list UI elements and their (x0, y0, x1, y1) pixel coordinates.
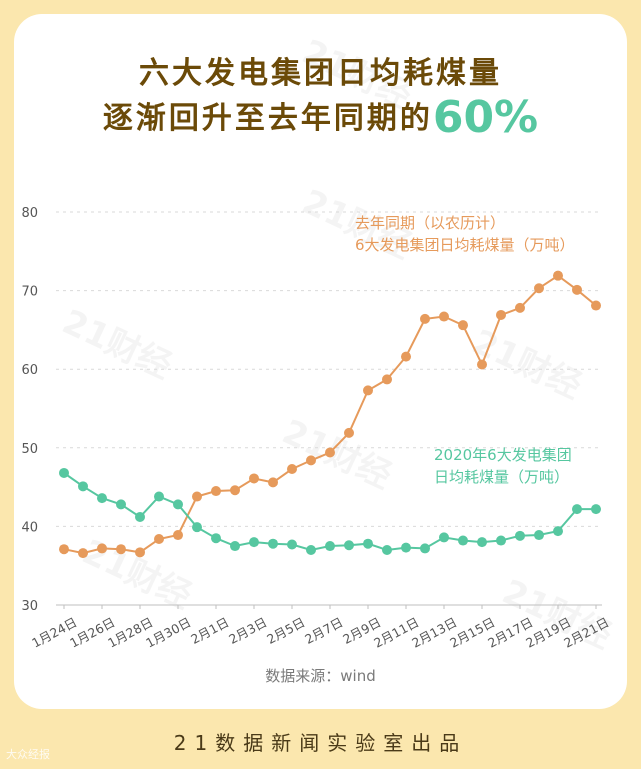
x-tick-label: 2月7日 (302, 614, 345, 646)
watermark: 21财经 (276, 412, 397, 497)
series-2020-point (496, 535, 506, 546)
series-lastyear-point (458, 320, 468, 331)
series-labels: 去年同期（以农历计） 6大发电集团日均耗煤量（万吨） 2020年6大发电集团日均耗煤… (355, 214, 575, 486)
series-lastyear-point (515, 302, 525, 313)
series-points (59, 270, 601, 559)
series-2020-point (572, 504, 582, 515)
series-2020-point (287, 539, 297, 550)
series-lastyear-point (97, 543, 107, 554)
series-2020-point (173, 499, 183, 510)
chart-card (14, 14, 627, 709)
series-lastyear-point (249, 473, 259, 484)
series-2020-point (59, 467, 69, 478)
x-tick-label: 2月5日 (264, 614, 307, 646)
y-tick-label: 60 (21, 363, 38, 378)
series-lastyear-point (439, 311, 449, 322)
x-axis: 1月24日1月26日1月28日1月30日2月1日2月3日2月5日2月7日2月9日… (29, 605, 611, 651)
y-tick-label: 50 (21, 442, 38, 457)
series-lastyear-label: 6大发电集团日均耗煤量（万吨） (355, 236, 575, 254)
watermark: 21财经 (56, 302, 177, 387)
y-tick-label: 70 (21, 285, 38, 300)
data-source: 数据来源：wind (265, 667, 376, 685)
series-2020-point (97, 493, 107, 504)
series-2020-point (230, 541, 240, 552)
series-lastyear-point (534, 283, 544, 294)
series-2020-point (78, 481, 88, 492)
series-2020-point (439, 532, 449, 543)
series-2020-label: 日均耗煤量（万吨） (434, 468, 569, 486)
series-2020-label: 2020年6大发电集团 (434, 446, 572, 464)
series-2020-point (420, 543, 430, 554)
series-2020-point (515, 530, 525, 541)
series-2020-point (534, 530, 544, 541)
series-2020-point (477, 537, 487, 548)
series-lastyear-point (116, 544, 126, 555)
series-2020-point (382, 544, 392, 555)
series-lastyear-point (230, 485, 240, 496)
series-lastyear-point (306, 455, 316, 466)
watermark: 21财经 (496, 572, 617, 657)
y-tick-label: 80 (21, 206, 38, 221)
series-2020-point (306, 544, 316, 555)
y-tick-label: 30 (21, 599, 38, 614)
series-lastyear-point (59, 544, 69, 555)
series-2020-point (268, 538, 278, 549)
x-tick-label: 2月1日 (188, 614, 231, 646)
series-lastyear-point (211, 486, 221, 497)
corner-watermark: 大众经报 (6, 748, 50, 761)
series-lastyear-point (192, 491, 202, 502)
series-lastyear-point (363, 385, 373, 396)
series-2020-point (591, 504, 601, 515)
y-axis: 30 40 50 60 70 80 (21, 206, 38, 614)
series-2020-point (363, 538, 373, 549)
series-lastyear-point (135, 547, 145, 558)
series-2020-point (344, 540, 354, 551)
series-2020-point (116, 499, 126, 510)
series-lastyear-point (344, 427, 354, 438)
series-lines (63, 274, 597, 555)
series-lastyear-point (591, 300, 601, 311)
series-lastyear-point (553, 270, 563, 281)
series-lastyear-point (420, 313, 430, 324)
chart-title-line1: 六大发电集团日均耗煤量 (139, 56, 502, 91)
series-lastyear-point (401, 351, 411, 362)
series-2020-point (192, 522, 202, 533)
title-highlight: 60% (432, 92, 539, 143)
series-lastyear-point (154, 533, 164, 544)
x-tick-label: 2月3日 (226, 614, 269, 646)
title-prefix: 逐渐回升至去年同期的 (102, 101, 433, 136)
series-lastyear-point (382, 374, 392, 385)
chart-title-line2: 逐渐回升至去年同期的60% (0, 92, 641, 143)
series-2020-point (249, 537, 259, 548)
series-2020-point (211, 533, 221, 544)
watermark: 21财经 (76, 532, 197, 617)
series-lastyear-label: 去年同期（以农历计） (355, 214, 505, 232)
series-2020-point (401, 542, 411, 553)
series-lastyear-point (268, 477, 278, 488)
series-2020-point (553, 526, 563, 537)
series-2020-point (154, 491, 164, 502)
series-lastyear-point (287, 464, 297, 475)
series-lastyear-point (78, 548, 88, 559)
series-lastyear-point (173, 530, 183, 541)
series-lastyear-point (496, 309, 506, 320)
series-lastyear-point (572, 284, 582, 295)
series-2020-point (135, 511, 145, 522)
series-lastyear-point (477, 359, 487, 370)
series-2020-point (458, 535, 468, 546)
y-tick-label: 40 (21, 520, 38, 535)
series-2020-point (325, 541, 335, 552)
series-lastyear-point (325, 447, 335, 458)
footer-credit: 21数据新闻实验室出品 (173, 731, 468, 755)
